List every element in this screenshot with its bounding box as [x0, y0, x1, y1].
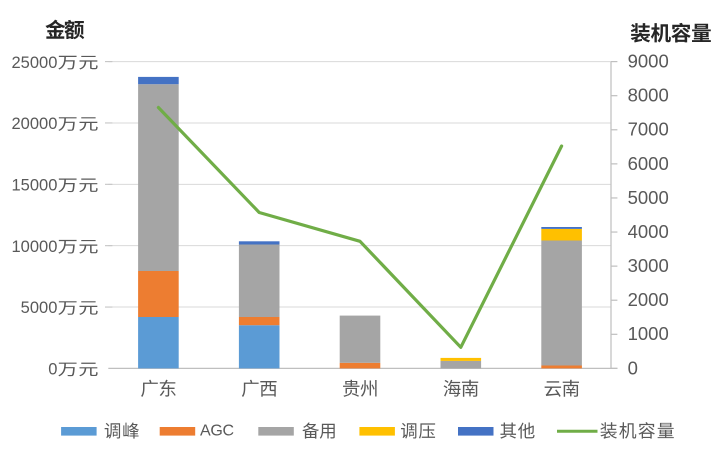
svg-text:15000: 15000 [12, 177, 58, 195]
svg-text:6000: 6000 [628, 153, 669, 174]
svg-text:20000: 20000 [12, 115, 58, 133]
svg-text:10000: 10000 [12, 238, 58, 256]
svg-text:0: 0 [48, 361, 57, 379]
svg-text:3000: 3000 [628, 255, 669, 276]
svg-text:25000: 25000 [12, 54, 58, 72]
svg-text:9000: 9000 [628, 51, 669, 72]
svg-text:5000: 5000 [628, 187, 669, 208]
svg-text:0: 0 [628, 357, 638, 378]
svg-text:AGC: AGC [200, 423, 234, 440]
svg-text:1000: 1000 [628, 323, 669, 344]
svg-text:5000: 5000 [21, 299, 58, 317]
svg-text:2000: 2000 [628, 289, 669, 310]
svg-text:4000: 4000 [628, 221, 669, 242]
svg-text:8000: 8000 [628, 85, 669, 106]
svg-text:7000: 7000 [628, 119, 669, 140]
